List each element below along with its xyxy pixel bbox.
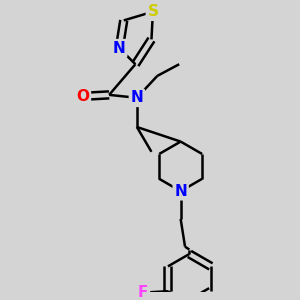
Text: S: S: [147, 4, 158, 19]
Text: N: N: [174, 184, 187, 199]
Text: F: F: [138, 285, 148, 300]
Text: O: O: [76, 89, 89, 104]
Text: N: N: [113, 41, 126, 56]
Text: N: N: [130, 90, 143, 105]
